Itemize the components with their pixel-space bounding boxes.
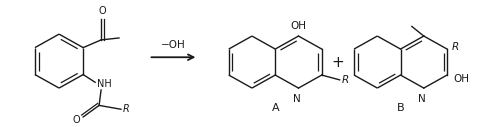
Text: OH: OH [453, 74, 469, 84]
Text: B: B [396, 104, 404, 113]
Text: N: N [418, 94, 426, 104]
Text: R: R [342, 75, 349, 85]
Text: O: O [98, 6, 106, 16]
Text: O: O [72, 115, 80, 125]
Text: OH: OH [290, 21, 306, 31]
Text: R: R [123, 104, 130, 114]
Text: R: R [452, 42, 460, 52]
Text: +: + [331, 55, 344, 70]
Text: N: N [292, 94, 300, 104]
Text: NH: NH [97, 79, 112, 89]
Text: −OH: −OH [161, 39, 186, 50]
Text: A: A [272, 104, 279, 113]
